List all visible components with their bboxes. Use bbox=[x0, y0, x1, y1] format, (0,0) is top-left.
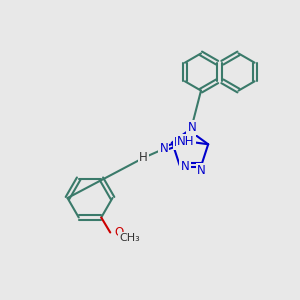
Text: N: N bbox=[188, 121, 196, 134]
Text: N: N bbox=[197, 164, 206, 177]
Text: N: N bbox=[181, 160, 189, 173]
Text: NH: NH bbox=[177, 135, 194, 148]
Text: N: N bbox=[174, 136, 183, 149]
Text: CH₃: CH₃ bbox=[119, 233, 140, 243]
Text: O: O bbox=[114, 226, 123, 239]
Text: H: H bbox=[139, 151, 148, 164]
Text: N: N bbox=[159, 142, 168, 155]
